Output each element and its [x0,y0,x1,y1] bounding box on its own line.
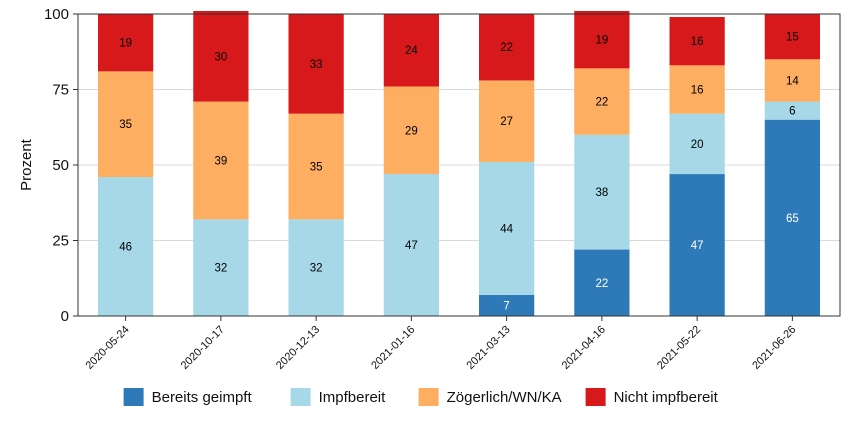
bar-segment [669,17,725,66]
bar-segment [764,14,820,60]
y-tick-label: 0 [61,308,69,325]
legend-item: Nicht impfbereit [585,388,719,406]
bar-segment [193,101,249,220]
bar-segment [288,219,344,316]
bar-segment [383,86,439,175]
bar-segment [764,59,820,102]
data-label: 32 [214,263,227,275]
data-label: 20 [691,139,704,151]
data-label: 44 [500,223,513,235]
bar-segment [574,10,630,69]
data-label: 6 [789,106,795,118]
bar-segment [479,14,535,81]
bar-segment [764,119,820,316]
data-label: 65 [786,213,799,225]
legend-swatch [585,388,606,406]
x-tick-label: 2021-06-26 [750,324,798,372]
data-label: 22 [500,42,513,54]
data-label: 7 [503,300,509,312]
data-label: 33 [310,59,323,71]
y-tick-label: 75 [52,82,69,99]
bar-segment [98,177,154,316]
bar-segment [669,113,725,175]
y-tick-label: 25 [52,233,69,250]
data-label: 39 [214,155,227,167]
y-axis-label: Prozent [18,138,35,191]
bar-segment [479,294,535,316]
data-label: 19 [119,38,132,50]
legend-swatch [123,388,144,406]
legend-label: Zögerlich/WN/KA [447,389,562,406]
bar-segment [669,65,725,114]
x-tick-label: 2021-03-13 [464,324,512,372]
data-label: 35 [119,119,132,131]
x-tick-label: 2021-01-16 [369,324,417,372]
data-label: 32 [310,263,323,275]
y-tick-label: 50 [52,157,69,174]
data-label: 47 [405,240,418,252]
plot-frame [77,13,841,317]
data-label: 24 [405,45,418,57]
legend-swatch [418,388,439,406]
x-tick-label: 2021-05-22 [655,324,703,372]
bar-segment [288,113,344,220]
bar-segment [193,10,249,102]
data-label: 35 [310,162,323,174]
data-label: 30 [214,51,227,63]
bar-segment [764,101,820,120]
bar-segment [479,80,535,162]
legend-item: Bereits geimpft [123,388,253,406]
y-tick-label: 100 [44,6,69,23]
bar-segment [574,68,630,135]
data-label: 14 [786,75,799,87]
x-tick-label: 2020-05-24 [83,324,131,372]
data-label: 22 [595,278,608,290]
bar-segment [479,161,535,295]
bar-segment [193,219,249,316]
bar-segment [98,71,154,178]
data-label: 46 [119,242,132,254]
data-label: 27 [500,116,513,128]
x-tick-label: 2021-04-16 [560,324,608,372]
data-label: 47 [691,240,704,252]
data-label: 16 [691,36,704,48]
bar-segment [574,249,630,316]
legend-item: Zögerlich/WN/KA [418,388,562,406]
legend-swatch [290,388,311,406]
data-label: 38 [595,187,608,199]
data-label: 16 [691,85,704,97]
bar-segment [574,134,630,250]
legend-item: Impfbereit [290,388,387,406]
bar-segment [288,14,344,114]
bar-segment [383,14,439,87]
x-tick-label: 2020-10-17 [179,324,227,372]
legend-label: Impfbereit [319,389,387,406]
data-label: 22 [595,97,608,109]
legend-label: Bereits geimpft [152,389,253,406]
bar-segment [669,174,725,316]
data-label: 29 [405,125,418,137]
data-label: 15 [786,32,799,44]
bar-segment [383,174,439,316]
data-label: 19 [595,35,608,47]
legend-label: Nicht impfbereit [614,389,719,406]
x-tick-label: 2020-12-13 [274,324,322,372]
bar-segment [98,14,154,72]
